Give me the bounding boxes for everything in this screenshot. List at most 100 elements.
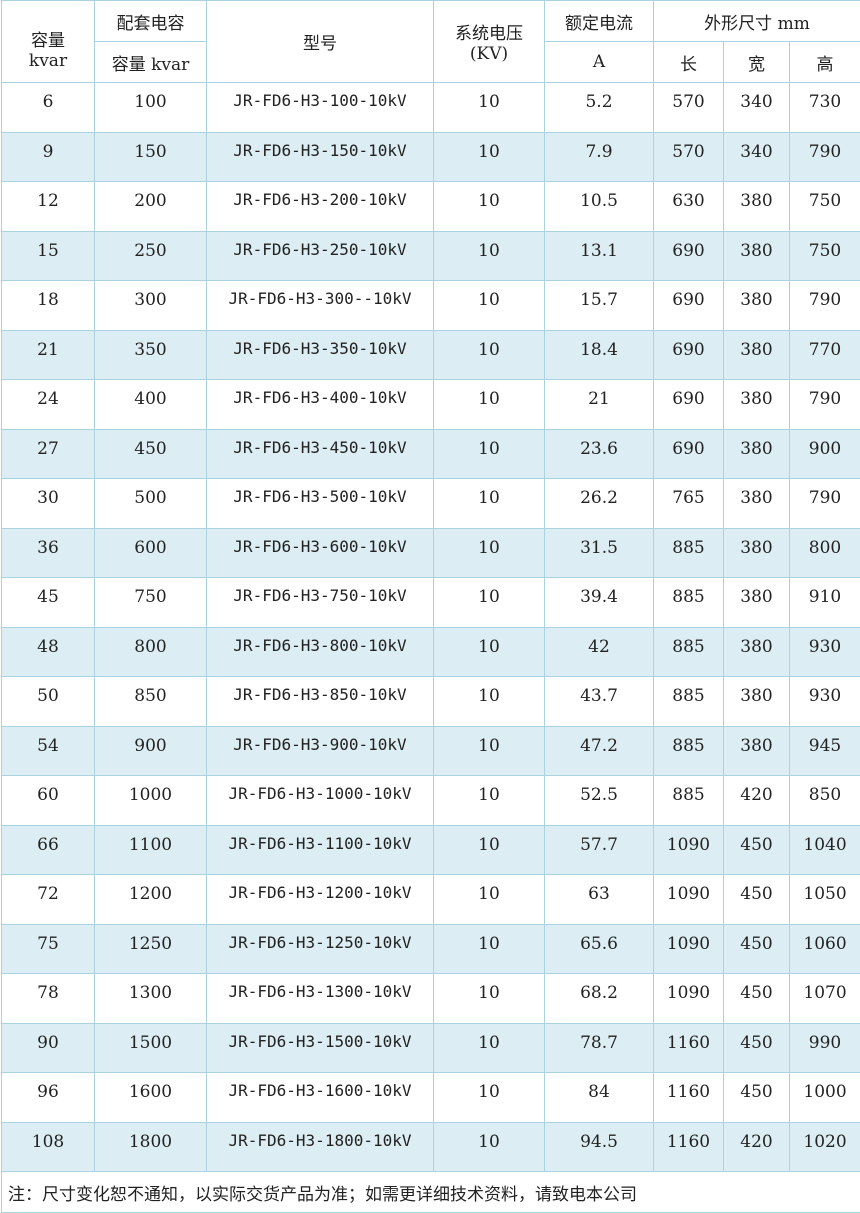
cell-length: 885 xyxy=(654,726,724,776)
cell-matching-cap: 600 xyxy=(95,528,207,578)
header-voltage-label: 系统电压 xyxy=(455,24,523,44)
cell-voltage: 10 xyxy=(434,429,545,479)
cell-matching-cap: 350 xyxy=(95,330,207,380)
cell-current: 52.5 xyxy=(545,776,654,826)
cell-capacity: 108 xyxy=(2,1122,95,1172)
cell-current: 42 xyxy=(545,627,654,677)
cell-voltage: 10 xyxy=(434,924,545,974)
cell-model: JR-FD6-H3-300--10kV xyxy=(207,281,434,331)
header-height: 高 xyxy=(790,42,860,83)
cell-model: JR-FD6-H3-250-10kV xyxy=(207,231,434,281)
cell-capacity: 96 xyxy=(2,1073,95,1123)
cell-capacity: 24 xyxy=(2,380,95,430)
cell-capacity: 54 xyxy=(2,726,95,776)
cell-length: 570 xyxy=(654,83,724,133)
cell-voltage: 10 xyxy=(434,677,545,727)
cell-capacity: 27 xyxy=(2,429,95,479)
cell-length: 885 xyxy=(654,776,724,826)
cell-height: 790 xyxy=(790,281,860,331)
cell-current: 15.7 xyxy=(545,281,654,331)
cell-length: 885 xyxy=(654,528,724,578)
cell-current: 43.7 xyxy=(545,677,654,727)
cell-length: 630 xyxy=(654,182,724,232)
cell-width: 450 xyxy=(724,875,790,925)
cell-matching-cap: 900 xyxy=(95,726,207,776)
cell-capacity: 75 xyxy=(2,924,95,974)
cell-length: 1090 xyxy=(654,825,724,875)
cell-matching-cap: 800 xyxy=(95,627,207,677)
cell-width: 380 xyxy=(724,182,790,232)
cell-height: 750 xyxy=(790,231,860,281)
cell-height: 850 xyxy=(790,776,860,826)
cell-voltage: 10 xyxy=(434,1122,545,1172)
header-width: 宽 xyxy=(724,42,790,83)
cell-voltage: 10 xyxy=(434,578,545,628)
cell-capacity: 50 xyxy=(2,677,95,727)
cell-model: JR-FD6-H3-800-10kV xyxy=(207,627,434,677)
cell-matching-cap: 1500 xyxy=(95,1023,207,1073)
cell-width: 380 xyxy=(724,726,790,776)
cell-voltage: 10 xyxy=(434,281,545,331)
cell-voltage: 10 xyxy=(434,182,545,232)
header-length: 长 xyxy=(654,42,724,83)
cell-width: 380 xyxy=(724,281,790,331)
cell-model: JR-FD6-H3-900-10kV xyxy=(207,726,434,776)
cell-height: 1050 xyxy=(790,875,860,925)
cell-current: 13.1 xyxy=(545,231,654,281)
cell-length: 690 xyxy=(654,330,724,380)
cell-capacity: 45 xyxy=(2,578,95,628)
cell-height: 790 xyxy=(790,479,860,529)
cell-current: 23.6 xyxy=(545,429,654,479)
cell-voltage: 10 xyxy=(434,83,545,133)
cell-capacity: 21 xyxy=(2,330,95,380)
cell-capacity: 15 xyxy=(2,231,95,281)
cell-length: 1160 xyxy=(654,1023,724,1073)
header-capacity-unit: kvar xyxy=(29,51,67,71)
cell-voltage: 10 xyxy=(434,825,545,875)
cell-capacity: 60 xyxy=(2,776,95,826)
cell-current: 63 xyxy=(545,875,654,925)
cell-height: 1040 xyxy=(790,825,860,875)
cell-model: JR-FD6-H3-850-10kV xyxy=(207,677,434,727)
cell-current: 7.9 xyxy=(545,132,654,182)
cell-model: JR-FD6-H3-600-10kV xyxy=(207,528,434,578)
cell-height: 790 xyxy=(790,132,860,182)
cell-voltage: 10 xyxy=(434,231,545,281)
cell-height: 770 xyxy=(790,330,860,380)
cell-voltage: 10 xyxy=(434,875,545,925)
cell-length: 690 xyxy=(654,380,724,430)
cell-model: JR-FD6-H3-1250-10kV xyxy=(207,924,434,974)
cell-length: 885 xyxy=(654,578,724,628)
cell-current: 10.5 xyxy=(545,182,654,232)
cell-capacity: 18 xyxy=(2,281,95,331)
cell-width: 450 xyxy=(724,1023,790,1073)
cell-voltage: 10 xyxy=(434,479,545,529)
header-voltage-unit: (KV) xyxy=(470,44,508,64)
cell-matching-cap: 500 xyxy=(95,479,207,529)
cell-length: 1090 xyxy=(654,924,724,974)
cell-voltage: 10 xyxy=(434,1073,545,1123)
cell-height: 730 xyxy=(790,83,860,133)
header-dimensions: 外形尺寸 mm xyxy=(654,1,860,42)
cell-height: 990 xyxy=(790,1023,860,1073)
cell-capacity: 30 xyxy=(2,479,95,529)
cell-width: 380 xyxy=(724,528,790,578)
cell-width: 380 xyxy=(724,429,790,479)
cell-matching-cap: 750 xyxy=(95,578,207,628)
cell-height: 750 xyxy=(790,182,860,232)
cell-width: 380 xyxy=(724,479,790,529)
cell-current: 84 xyxy=(545,1073,654,1123)
cell-current: 21 xyxy=(545,380,654,430)
cell-current: 31.5 xyxy=(545,528,654,578)
